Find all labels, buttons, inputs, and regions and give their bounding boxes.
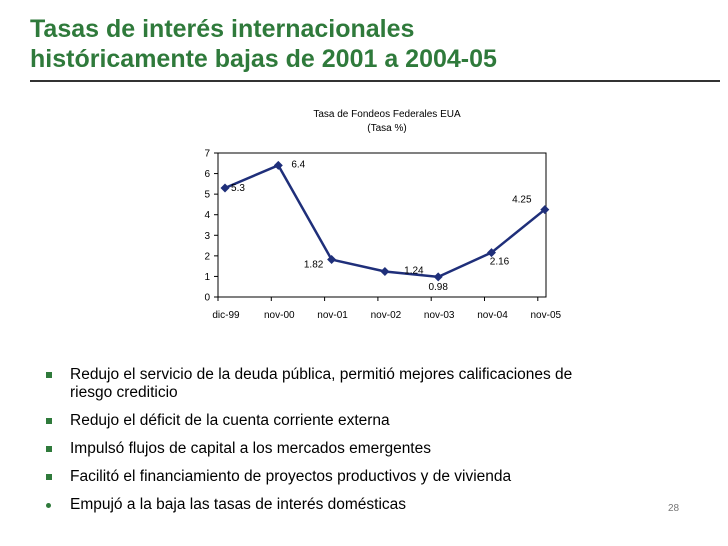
title-line-2: históricamente bajas de 2001 a 2004-05 bbox=[30, 45, 497, 73]
data-label: 6.4 bbox=[291, 159, 305, 170]
bullet-item-capital: Impulsó flujos de capital a los mercados… bbox=[46, 440, 686, 458]
x-tick-label: nov-03 bbox=[424, 310, 455, 321]
bullet-item-financing: Facilitó el financiamiento de proyectos … bbox=[46, 468, 686, 486]
y-tick-label: 4 bbox=[204, 210, 210, 221]
y-tick-label: 7 bbox=[204, 149, 210, 160]
bullet-square-icon bbox=[46, 372, 52, 378]
title-line-1: Tasas de interés internacionales bbox=[30, 15, 415, 43]
data-point-marker bbox=[273, 160, 283, 170]
y-tick-label: 6 bbox=[204, 169, 210, 180]
data-label: 1.82 bbox=[304, 260, 324, 271]
bullet-item-rates: Empujó a la baja las tasas de interés do… bbox=[46, 496, 686, 514]
x-tick-label: nov-05 bbox=[531, 310, 562, 321]
bullet-text: Empujó a la baja las tasas de interés do… bbox=[70, 496, 407, 513]
bullet-text: Facilitó el financiamiento de proyectos … bbox=[70, 468, 512, 485]
slide-title: Tasas de interés internacionales históri… bbox=[30, 14, 720, 74]
y-tick-label: 2 bbox=[204, 251, 210, 262]
bullet-text-continued: riesgo crediticio bbox=[70, 384, 178, 401]
chart-title: Tasa de Fondeos Federales EUA bbox=[313, 109, 461, 120]
federal-funds-rate-chart: Tasa de Fondeos Federales EUA (Tasa %) 0 1 2… bbox=[204, 109, 562, 321]
data-point-marker bbox=[540, 205, 550, 215]
y-tick-label: 5 bbox=[204, 190, 210, 201]
bullet-square-icon bbox=[46, 446, 52, 452]
bullet-item-debt: Redujo el servicio de la deuda pública, … bbox=[46, 366, 686, 402]
page-number: 28 bbox=[668, 503, 680, 514]
x-tick-label: dic-99 bbox=[212, 310, 240, 321]
data-label: 5.3 bbox=[231, 183, 245, 194]
y-tick-label: 1 bbox=[204, 272, 210, 283]
x-tick-label: nov-02 bbox=[371, 310, 402, 321]
bullet-text: Redujo el déficit de la cuenta corriente… bbox=[70, 412, 390, 429]
data-label: 0.98 bbox=[428, 282, 448, 293]
title-divider bbox=[30, 80, 720, 82]
data-point-marker bbox=[220, 183, 230, 193]
data-point-marker bbox=[433, 272, 443, 282]
data-point-marker bbox=[327, 255, 337, 265]
bullet-text: Impulsó flujos de capital a los mercados… bbox=[70, 440, 431, 457]
y-tick-label: 3 bbox=[204, 231, 210, 242]
data-point-marker bbox=[380, 266, 390, 276]
bullet-item-deficit: Redujo el déficit de la cuenta corriente… bbox=[46, 412, 686, 430]
chart-subtitle: (Tasa %) bbox=[367, 123, 406, 134]
x-tick-label: nov-04 bbox=[477, 310, 508, 321]
x-tick-label: nov-00 bbox=[264, 310, 295, 321]
bullet-square-icon bbox=[46, 418, 52, 424]
x-tick-label: nov-01 bbox=[317, 310, 348, 321]
bullet-list: Redujo el servicio de la deuda pública, … bbox=[46, 366, 686, 524]
plot-area-border bbox=[217, 152, 547, 298]
data-label: 1.24 bbox=[404, 265, 424, 276]
bullet-text: Redujo el servicio de la deuda pública, … bbox=[70, 366, 573, 383]
bullet-dot-icon bbox=[46, 503, 51, 508]
data-point-marker bbox=[487, 248, 496, 258]
data-label: 4.25 bbox=[512, 195, 532, 206]
y-tick-label: 0 bbox=[204, 293, 210, 304]
bullet-square-icon bbox=[46, 474, 52, 480]
data-label: 2.16 bbox=[490, 257, 510, 268]
